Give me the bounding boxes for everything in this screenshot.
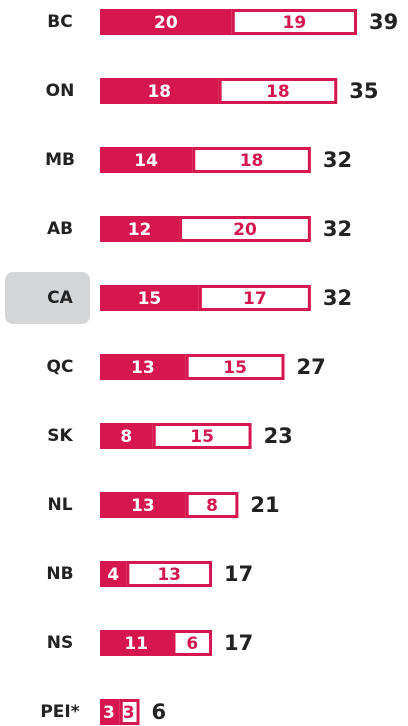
bar-segment	[126, 561, 213, 587]
category-label: PEI*	[40, 702, 79, 722]
total-label: 6	[152, 700, 167, 724]
bar-segment	[100, 630, 173, 656]
segment-label: 8	[206, 496, 218, 516]
segment-label: 15	[190, 427, 214, 447]
bar-segment	[100, 216, 180, 242]
bar-segment	[100, 285, 199, 311]
category-label: QC	[47, 357, 74, 377]
category-label: SK	[47, 426, 73, 446]
segment-label: 18	[240, 151, 264, 171]
bar-segment	[231, 9, 358, 35]
bar-segment	[172, 630, 213, 656]
total-label: 17	[224, 562, 253, 586]
bar-segment	[100, 423, 153, 449]
total-label: 27	[297, 355, 326, 379]
category-label: NL	[47, 495, 72, 515]
category-label: ON	[46, 81, 75, 101]
category-label: NS	[47, 633, 73, 653]
bar-segment	[218, 78, 338, 104]
segment-label: 18	[147, 82, 171, 102]
total-label: 32	[323, 148, 352, 172]
segment-label: 14	[134, 151, 158, 171]
bar-segment	[119, 699, 140, 725]
total-label: 23	[264, 424, 293, 448]
total-label: 21	[250, 493, 279, 517]
total-label: 32	[323, 217, 352, 241]
bar-segment	[100, 561, 127, 587]
segment-label: 3	[103, 703, 115, 723]
bar-segment	[192, 147, 311, 173]
category-label: BC	[47, 12, 72, 32]
highlight	[5, 272, 90, 324]
total-label: 35	[349, 79, 378, 103]
segment-label: 13	[131, 496, 155, 516]
bar-segment	[179, 216, 311, 242]
segment-label: 15	[223, 358, 247, 378]
bar-segment	[185, 354, 285, 380]
bar-segment	[100, 78, 219, 104]
segment-label: 6	[186, 634, 198, 654]
segment-label: 8	[120, 427, 132, 447]
segment-label: 11	[124, 634, 148, 654]
bar-segment	[100, 492, 186, 518]
segment-label: 4	[107, 565, 119, 585]
category-label: NB	[46, 564, 73, 584]
bar-segment	[100, 354, 186, 380]
segment-label: 13	[157, 565, 181, 585]
segment-label: 17	[243, 289, 267, 309]
bar-segment	[185, 492, 239, 518]
bar-segment	[100, 699, 120, 725]
total-label: 39	[369, 10, 398, 34]
segment-label: 15	[138, 289, 162, 309]
category-label: AB	[47, 219, 73, 239]
total-label: 32	[323, 286, 352, 310]
segment-label: 18	[266, 82, 290, 102]
bar-segment	[100, 147, 193, 173]
segment-label: 12	[128, 220, 152, 240]
segment-label: 19	[283, 13, 307, 33]
category-label: MB	[45, 150, 75, 170]
bar-segment	[100, 9, 232, 35]
total-label: 17	[224, 631, 253, 655]
bar-segment	[198, 285, 311, 311]
segment-label: 3	[123, 703, 135, 723]
bar-segment	[152, 423, 252, 449]
segment-label: 13	[131, 358, 155, 378]
segment-label: 20	[154, 13, 178, 33]
category-label: CA	[47, 288, 73, 308]
segment-label: 20	[233, 220, 257, 240]
